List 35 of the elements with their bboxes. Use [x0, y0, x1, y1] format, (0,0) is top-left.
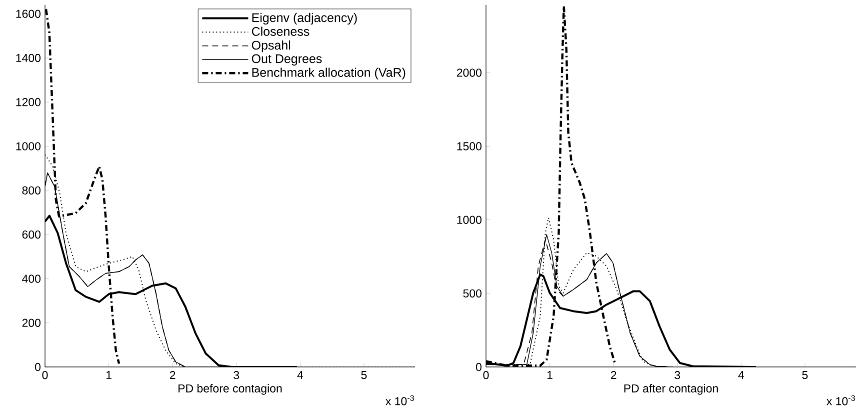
- x-tick-label: 1: [547, 371, 552, 379]
- legend-label: Opsahl: [252, 40, 290, 52]
- y-tick-label: 500: [463, 289, 482, 298]
- y-tick-label: 600: [22, 230, 41, 239]
- x-tick-label: 5: [802, 371, 808, 380]
- x-tick-label: 0: [483, 371, 489, 380]
- x-axis-title: PD before contagion: [178, 384, 282, 395]
- y-tick-label: 200: [22, 318, 41, 327]
- y-tick-label: 800: [22, 186, 41, 194]
- y-tick-label: 0: [35, 362, 41, 372]
- legend-label: Benchmark allocation (VaR): [252, 68, 406, 80]
- x-tick-label: 3: [674, 371, 680, 380]
- y-tick-label: 400: [22, 274, 41, 283]
- x-tick-label: 4: [297, 371, 304, 379]
- x-tick-label: 3: [234, 371, 240, 380]
- x-tick-label: 5: [361, 371, 367, 380]
- x-tick-label: 0: [42, 371, 48, 380]
- y-tick-label: 2000: [456, 68, 482, 77]
- y-tick-label: 1200: [16, 98, 41, 106]
- text: x 10$^{-3}$: [386, 395, 414, 406]
- y-tick-label: 1000: [457, 216, 482, 224]
- legend-label: Closeness: [252, 26, 310, 36]
- y-tick-label: 1600: [16, 10, 41, 18]
- x-tick-label: 2: [170, 371, 176, 380]
- x-tick-label: 4: [738, 371, 744, 379]
- x-tick-label: 2: [610, 371, 616, 380]
- x-tick-label: 1: [106, 371, 112, 379]
- y-tick-label: 1400: [16, 54, 41, 62]
- x-axis-title: PD after contagion: [624, 384, 718, 395]
- y-tick-label: 1000: [16, 142, 41, 150]
- y-tick-label: 1500: [457, 142, 482, 150]
- legend-label: Eigenv (adjacency): [252, 12, 357, 25]
- legend-label: Out Degrees: [252, 54, 322, 66]
- y-tick-label: 0: [476, 362, 482, 372]
- text: x 10$^{-3}$: [826, 395, 855, 406]
